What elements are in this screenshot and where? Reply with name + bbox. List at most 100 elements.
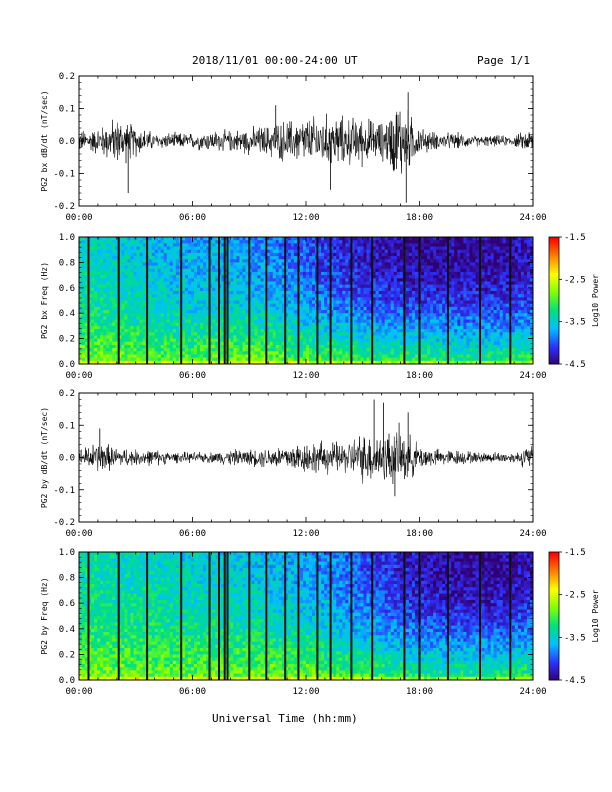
heatmap-cell [354, 278, 358, 282]
heatmap-cell [333, 335, 337, 339]
heatmap-cell [148, 275, 153, 279]
heatmap-cell [342, 306, 346, 311]
heatmap-cell [357, 341, 361, 346]
heatmap-cell [351, 294, 355, 298]
heatmap-cell [242, 303, 246, 308]
heatmap-cell [281, 360, 286, 365]
heatmap-cell [190, 319, 195, 324]
heatmap-cell [414, 297, 419, 301]
heatmap-cell [257, 259, 261, 263]
heatmap-cell [242, 360, 246, 365]
heatmap-cell [333, 348, 337, 352]
heatmap-cell [360, 240, 364, 244]
heatmap-cell [427, 265, 431, 270]
heatmap-cell [157, 249, 162, 254]
heatmap-cell [278, 237, 283, 241]
heatmap-cell [224, 351, 228, 355]
heatmap-cell [269, 271, 274, 276]
heatmap-cell [375, 341, 380, 346]
heatmap-cell [424, 354, 428, 359]
heatmap-cell [351, 262, 355, 266]
heatmap-cell [433, 325, 437, 330]
heatmap-cell [284, 313, 289, 317]
heatmap-cell [278, 316, 283, 320]
heatmap-cell [363, 275, 367, 279]
heatmap-cell [414, 262, 419, 266]
heatmap-cell [148, 240, 153, 244]
heatmap-cell [79, 246, 83, 251]
heatmap-cell [309, 300, 313, 305]
heatmap-cell [221, 237, 225, 241]
heatmap-cell [157, 306, 162, 311]
heatmap-cell [284, 325, 289, 330]
heatmap-cell [275, 357, 280, 362]
heatmap-cell [275, 271, 280, 276]
heatmap-cell [436, 237, 440, 241]
y-tick-label: -0.2 [53, 202, 75, 212]
heatmap-cell [384, 319, 389, 324]
heatmap-cell [421, 344, 425, 349]
heatmap-cell [151, 265, 156, 270]
heatmap-cell [399, 290, 404, 295]
heatmap-cell [224, 240, 228, 244]
heatmap-cell [100, 322, 104, 327]
heatmap-cell [181, 332, 186, 336]
heatmap-cell [339, 252, 343, 257]
heatmap-cell [242, 300, 246, 305]
heatmap-cell [381, 310, 386, 314]
heatmap-cell [160, 344, 165, 349]
heatmap-cell [190, 252, 195, 257]
heatmap-cell [266, 262, 271, 266]
heatmap-cell [142, 322, 146, 327]
heatmap-cell [227, 297, 231, 301]
heatmap-cell [118, 278, 122, 282]
heatmap-cell [405, 322, 410, 327]
heatmap-cell [109, 278, 113, 282]
heatmap-cell [160, 246, 165, 251]
heatmap-cell [245, 313, 249, 317]
heatmap-cell [299, 290, 304, 295]
heatmap-cell [209, 246, 213, 251]
heatmap-cell [215, 319, 219, 324]
heatmap-cell [281, 303, 286, 308]
heatmap-cell [257, 303, 261, 308]
heatmap-cell [194, 271, 198, 276]
heatmap-cell [136, 249, 140, 254]
heatmap-cell [351, 344, 355, 349]
heatmap-cell [287, 240, 292, 244]
heatmap-cell [436, 297, 440, 301]
heatmap-cell [345, 329, 349, 333]
heatmap-cell [411, 360, 416, 365]
heatmap-cell [387, 325, 392, 330]
heatmap-cell [242, 348, 246, 352]
heatmap-cell [100, 287, 104, 292]
heatmap-cell [378, 252, 383, 257]
heatmap-cell [169, 281, 174, 286]
heatmap-cell [233, 325, 237, 330]
heatmap-cell [200, 297, 204, 301]
heatmap-cell [348, 262, 352, 266]
heatmap-cell [112, 360, 116, 365]
heatmap-cell [436, 360, 440, 365]
heatmap-cell [354, 313, 358, 317]
heatmap-cell [324, 237, 328, 241]
heatmap-cell [206, 262, 210, 266]
heatmap-cell [209, 344, 213, 349]
heatmap-cell [293, 325, 298, 330]
heatmap-cell [287, 294, 292, 298]
heatmap-cell [269, 290, 274, 295]
heatmap-cell [115, 344, 119, 349]
heatmap-cell [148, 281, 153, 286]
heatmap-cell [127, 297, 131, 301]
heatmap-cell [336, 335, 340, 339]
heatmap-cell [172, 297, 177, 301]
heatmap-cell [103, 243, 107, 247]
heatmap-cell [339, 344, 343, 349]
heatmap-cell [194, 262, 198, 266]
heatmap-cell [387, 300, 392, 305]
heatmap-cell [436, 313, 440, 317]
heatmap-cell [375, 278, 380, 282]
heatmap-cell [327, 243, 331, 247]
heatmap-cell [109, 265, 113, 270]
heatmap-cell [348, 319, 352, 324]
